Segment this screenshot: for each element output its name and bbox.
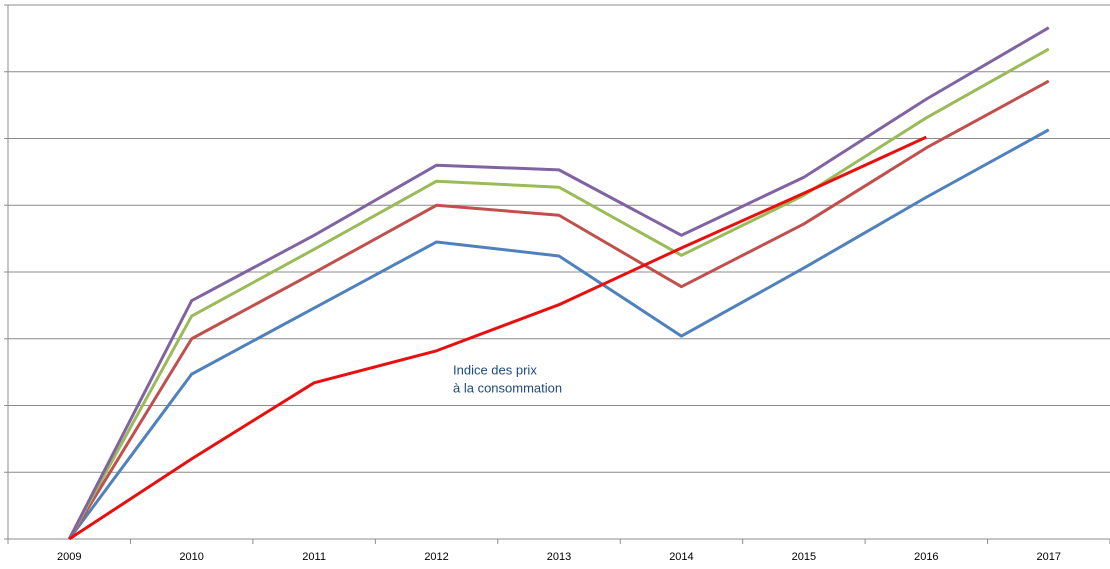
annotation: à la consommation [453, 380, 562, 395]
x-tick-label: 2014 [669, 551, 693, 563]
x-tick-label: 2009 [57, 551, 81, 563]
series-line [68, 128, 1050, 540]
series-line [67, 79, 1050, 540]
x-tick-label: 2011 [302, 551, 326, 563]
series-line [68, 135, 927, 541]
x-tick-label: 2012 [424, 551, 448, 563]
x-tick-label: 2010 [179, 551, 203, 563]
x-tick-label: 2016 [914, 551, 938, 563]
x-tick-label: 2015 [792, 551, 816, 563]
x-tick-label: 2017 [1037, 551, 1061, 563]
x-tick-label: 2013 [547, 551, 571, 563]
annotation: Indice des prix [453, 362, 537, 377]
series-line [67, 26, 1050, 540]
series-line [67, 47, 1050, 540]
